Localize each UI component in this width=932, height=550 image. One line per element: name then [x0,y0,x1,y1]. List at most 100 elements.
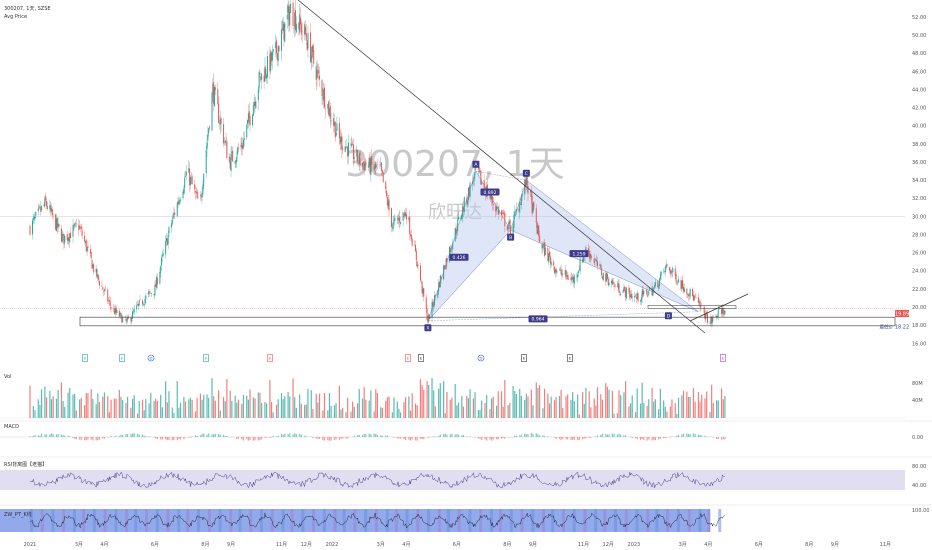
candle-body [220,118,222,124]
volume-bar [236,402,238,418]
macd-bar [242,437,245,441]
candle-body [579,258,581,272]
candle-body [387,201,389,207]
macd-bar [720,437,723,440]
candle-body [409,216,411,235]
volume-bar [361,398,364,418]
candle-body [38,206,40,208]
last-price-badge: 19.89 [895,312,909,318]
macd-bar [247,437,249,441]
candle-body [512,226,514,234]
candle-body [63,234,65,244]
macd-bar [213,434,215,437]
macd-bar [497,437,499,440]
candle-body [113,307,115,309]
candle-body [155,283,157,287]
macd-bar [596,435,599,437]
volume-bar [542,408,544,418]
x-tick-label: 12月 [603,542,614,548]
candle-body [46,205,48,209]
volume-bar [171,407,173,418]
candle-body [544,247,546,256]
candle-body [130,318,132,322]
volume-bar [160,394,162,418]
candle-body [109,301,111,307]
candle-body [452,242,454,250]
volume-bar [75,410,77,418]
candle-body [628,287,630,292]
candle-body [55,218,57,231]
candle-body [60,228,62,242]
candle-body [143,304,145,306]
candle-body [542,245,544,248]
candle-body [247,119,249,124]
x-tick-label: 2022 [326,542,339,548]
candle-body [539,235,541,243]
candle-body [380,164,382,165]
macd-bar [115,435,117,437]
candle-body [711,317,713,323]
candle-body [299,14,301,33]
candle-body [513,214,515,228]
candle-body [721,307,723,315]
volume-bar [272,412,274,418]
candle-body [625,287,627,299]
osc-band [624,509,628,532]
candle-body [652,289,654,296]
candle-body [263,76,265,82]
candle-body [304,24,306,35]
candle-body [309,32,311,62]
candle-body [237,147,239,155]
candle-body [376,166,378,168]
candle-body [509,220,511,224]
macd-bar [165,437,167,440]
volume-bar [241,403,243,418]
candle-body [525,179,527,188]
candle-body [520,195,522,205]
volume-bar [97,393,99,418]
candle-body [491,196,493,204]
macd-bar [648,437,650,440]
candle-body [717,309,719,318]
volume-bar [79,399,81,418]
volume-bar [623,392,625,418]
candle-body [230,153,232,172]
x-tick-label: 6月 [755,542,763,548]
candle-body [281,28,283,30]
macd-bar [353,435,355,437]
volume-bar [368,400,370,418]
candle-body [46,201,48,207]
candle-body [716,316,718,318]
volume-bar [631,395,633,418]
candle-body [400,222,402,224]
point-c-label: C [525,171,528,177]
macd-bar [709,436,711,437]
candle-body [211,93,213,131]
candle-body [363,161,365,170]
candle-body [116,309,118,314]
volume-bar [444,413,446,418]
osc-tick: 100.00 [912,508,930,514]
candle-body [110,307,112,309]
candle-body [217,88,219,105]
volume-bar [502,406,504,418]
candle-body [261,73,263,80]
rsi-line [29,471,725,489]
macd-bar [484,437,486,440]
macd-bar [284,433,286,437]
macd-bar [173,437,175,441]
volume-bar [573,401,575,418]
candle-body [339,136,341,144]
macd-bar [477,437,479,439]
volume-bar [553,400,556,418]
candle-body [132,311,134,319]
candle-body [723,311,725,315]
candle-body [353,157,355,159]
candle-body [631,296,633,298]
volume-bar [504,379,506,418]
candle-body [530,192,532,198]
event-marker-label: E [523,356,526,361]
volume-bar [581,392,584,418]
candle-body [544,242,546,256]
